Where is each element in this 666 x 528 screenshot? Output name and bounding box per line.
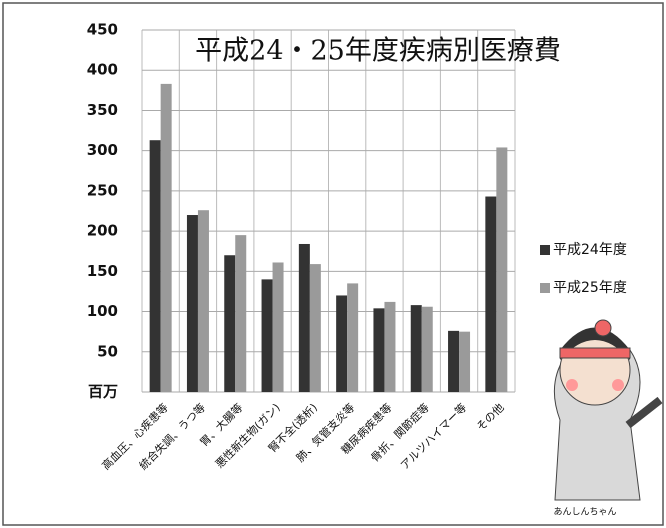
bar bbox=[410, 305, 422, 392]
y-tick-label: 350 bbox=[87, 101, 118, 119]
legend-swatch bbox=[540, 283, 550, 293]
bar bbox=[186, 215, 198, 392]
caption: あんしんちゃん bbox=[553, 507, 616, 518]
y-tick-label: 100 bbox=[87, 302, 118, 320]
bar bbox=[224, 255, 236, 392]
legend-label: 平成24年度 bbox=[553, 242, 627, 258]
bar bbox=[235, 235, 247, 392]
bar bbox=[373, 308, 385, 392]
y-tick-label: 200 bbox=[87, 222, 118, 240]
x-tick-label: 悪性新生物(ガン) bbox=[212, 400, 282, 470]
bar bbox=[298, 243, 310, 392]
character: あんしんちゃん bbox=[553, 319, 663, 518]
y-tick-label: 百万 bbox=[88, 383, 118, 401]
y-tick-label: 250 bbox=[87, 181, 118, 199]
x-tick-label: 高血圧、心疾患等 bbox=[99, 400, 171, 472]
bar bbox=[485, 196, 497, 392]
bar bbox=[459, 331, 471, 392]
y-tick-label: 450 bbox=[87, 21, 118, 39]
x-tick-label: 統合失調、うつ等 bbox=[136, 400, 208, 472]
bar bbox=[272, 262, 284, 392]
y-tick-label: 400 bbox=[87, 61, 118, 79]
chart-title: 平成24・25年度疾病別医療費 bbox=[195, 36, 561, 67]
bar bbox=[160, 83, 172, 393]
bar bbox=[197, 210, 209, 392]
y-tick-label: 150 bbox=[87, 262, 118, 280]
y-tick-label: 300 bbox=[87, 141, 118, 159]
bar bbox=[421, 306, 433, 392]
bar bbox=[496, 147, 508, 392]
bar bbox=[336, 295, 348, 392]
bar bbox=[149, 140, 161, 392]
bar bbox=[309, 264, 321, 392]
bar bbox=[448, 330, 460, 392]
legend-swatch bbox=[540, 245, 550, 255]
y-tick-label: 50 bbox=[97, 342, 118, 360]
bar bbox=[384, 301, 396, 392]
bar bbox=[347, 283, 359, 392]
x-tick-label: アルツハイマー等 bbox=[397, 400, 469, 472]
legend-label: 平成25年度 bbox=[553, 280, 627, 296]
bar bbox=[261, 279, 273, 392]
x-tick-label: その他 bbox=[474, 401, 507, 434]
